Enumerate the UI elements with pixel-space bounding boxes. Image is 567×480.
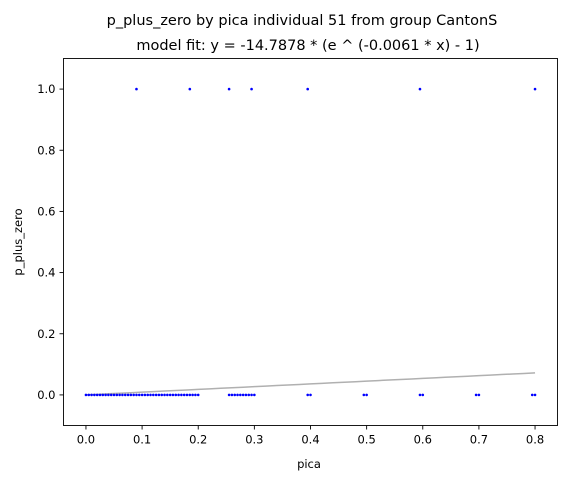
data-point: [421, 393, 425, 397]
x-tick-label: 0.0: [77, 433, 95, 447]
y-axis-ticks: 0.0 0.2 0.4 0.6 0.8 1.0: [37, 82, 64, 402]
x-tick-label: 0.3: [245, 433, 263, 447]
data-point: [230, 393, 234, 397]
data-point: [126, 393, 130, 397]
data-point: [533, 393, 537, 397]
data-point: [154, 393, 158, 397]
y-tick-label: 0.2: [37, 327, 55, 341]
x-tick-label: 0.4: [301, 433, 319, 447]
data-point: [233, 393, 237, 397]
y-tick-label: 0.6: [37, 204, 55, 218]
data-point: [174, 393, 178, 397]
data-point: [109, 393, 113, 397]
data-point: [135, 393, 138, 397]
data-point: [107, 393, 110, 397]
data-point: [168, 393, 172, 397]
data-point: [250, 87, 253, 91]
x-axis-label: pica: [297, 457, 321, 471]
data-point: [191, 393, 194, 397]
data-point: [121, 393, 124, 397]
data-point: [418, 393, 422, 397]
data-point: [530, 393, 534, 397]
data-point: [163, 393, 166, 397]
data-point: [306, 87, 309, 91]
data-point: [418, 87, 422, 91]
data-point: [149, 393, 152, 397]
data-point: [477, 393, 481, 397]
data-point: [365, 393, 368, 397]
data-point: [166, 393, 169, 397]
data-point: [95, 393, 99, 397]
y-tick-label: 0.8: [37, 143, 55, 157]
data-point: [171, 393, 175, 397]
data-point: [188, 393, 192, 397]
data-point: [101, 393, 105, 397]
data-point: [160, 393, 164, 397]
data-point: [247, 393, 251, 397]
data-point: [98, 393, 102, 397]
data-point: [362, 393, 366, 397]
y-tick-label: 0.4: [37, 266, 55, 280]
y-tick-label: 0.0: [37, 388, 55, 402]
data-point: [227, 87, 231, 91]
chart-title: p_plus_zero by pica individual 51 from g…: [107, 13, 498, 29]
data-point: [185, 393, 189, 397]
data-point: [87, 393, 91, 397]
x-tick-label: 0.1: [133, 433, 151, 447]
x-tick-label: 0.5: [357, 433, 375, 447]
data-point: [112, 393, 116, 397]
data-point: [123, 393, 127, 397]
data-point: [194, 393, 197, 397]
x-tick-label: 0.2: [189, 433, 207, 447]
y-tick-label: 1.0: [37, 82, 55, 96]
data-point: [135, 87, 138, 91]
data-point: [115, 393, 119, 397]
data-point: [157, 393, 161, 397]
data-point: [474, 393, 478, 397]
data-point: [177, 393, 180, 397]
data-point: [239, 393, 242, 397]
data-point: [129, 393, 133, 397]
data-point: [118, 393, 121, 397]
data-point: [188, 87, 192, 91]
data-point: [132, 393, 135, 397]
data-point: [104, 393, 107, 397]
data-point: [306, 393, 309, 397]
data-point: [143, 393, 147, 397]
data-point: [93, 393, 96, 397]
x-axis-ticks: 0.0 0.1 0.2 0.3 0.4 0.5 0.6 0.7 0.8: [77, 425, 544, 447]
data-point: [236, 393, 239, 397]
data-point: [309, 393, 312, 397]
data-point: [84, 393, 88, 397]
data-points: [84, 87, 537, 397]
data-point: [152, 393, 155, 397]
data-point: [253, 393, 256, 397]
data-point: [137, 393, 141, 397]
data-point: [180, 393, 183, 397]
chart-subtitle: model fit: y = -14.7878 * (e ^ (-0.0061 …: [136, 38, 479, 54]
data-point: [196, 393, 200, 397]
data-point: [533, 87, 537, 91]
x-tick-label: 0.6: [414, 433, 432, 447]
plot-frame: [63, 58, 558, 426]
y-axis-label: p_plus_zero: [11, 208, 25, 275]
data-point: [227, 393, 231, 397]
data-point: [241, 393, 245, 397]
data-point: [146, 393, 150, 397]
model-fit-line: [85, 372, 536, 396]
data-point: [140, 393, 144, 397]
data-point: [250, 393, 253, 397]
data-point: [90, 393, 93, 397]
x-tick-label: 0.7: [470, 433, 488, 447]
x-tick-label: 0.8: [526, 433, 544, 447]
data-point: [244, 393, 248, 397]
data-point: [182, 393, 186, 397]
